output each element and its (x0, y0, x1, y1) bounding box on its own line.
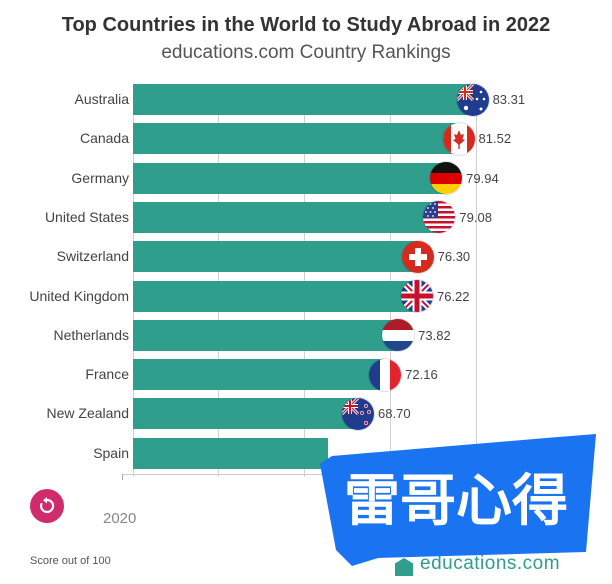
bar (133, 319, 399, 351)
footnote: Score out of 100 (30, 555, 111, 567)
canada-flag-icon (442, 122, 475, 155)
chart-subtitle: educations.com Country Rankings (161, 42, 451, 63)
category-label: Canada (79, 130, 129, 147)
source-logo-text: educations.com (420, 553, 561, 574)
gridline (476, 84, 477, 477)
bar (133, 241, 418, 273)
category-label: Australia (74, 91, 129, 107)
bar (133, 123, 459, 155)
category-label: Netherlands (53, 326, 130, 343)
value-label: 83.31 (492, 92, 526, 107)
bar (133, 201, 440, 233)
value-label: 76.30 (437, 249, 471, 265)
x-axis-tick (122, 474, 123, 480)
value-label: 79.08 (459, 209, 492, 225)
category-label: Switzerland (56, 248, 129, 265)
value-label: 76.22 (436, 288, 470, 304)
category-label: United Kingdom (29, 287, 129, 304)
bar (133, 398, 359, 430)
category-label: France (85, 366, 129, 383)
value-label: 68.70 (378, 406, 411, 422)
bar (133, 359, 386, 391)
category-label: Germany (71, 169, 129, 186)
switzerland-flag-icon (401, 240, 434, 273)
category-label: New Zealand (46, 405, 130, 422)
replay-button[interactable] (30, 489, 64, 523)
value-label: 81.52 (478, 131, 512, 147)
new-zealand-flag-icon (342, 397, 375, 430)
value-label: 73.82 (418, 327, 451, 343)
source-logo: educations.com (394, 553, 560, 575)
australia-flag-icon (456, 83, 489, 116)
x-axis-line (122, 474, 482, 475)
netherlands-flag-icon (382, 319, 415, 352)
watermark: 雷哥心得 (318, 434, 600, 568)
germany-flag-icon (430, 162, 463, 195)
year-label: 2020 (103, 510, 137, 527)
chart-title: Top Countries in the World to Study Abro… (61, 14, 551, 36)
value-label: 72.16 (405, 367, 438, 383)
watermark-text: 雷哥心得 (344, 469, 568, 534)
bar (133, 162, 447, 194)
value-label: 79.94 (466, 170, 499, 186)
replay-icon (39, 497, 55, 514)
bar (133, 437, 329, 469)
united-states-flag-icon (423, 201, 456, 234)
category-label: United States (44, 208, 129, 225)
bar (133, 280, 417, 312)
bar (133, 84, 473, 115)
france-flag-icon (369, 358, 402, 391)
category-label: Spain (93, 444, 129, 461)
united-kingdom-flag-icon (400, 280, 433, 312)
educations-logo-icon (395, 558, 413, 576)
